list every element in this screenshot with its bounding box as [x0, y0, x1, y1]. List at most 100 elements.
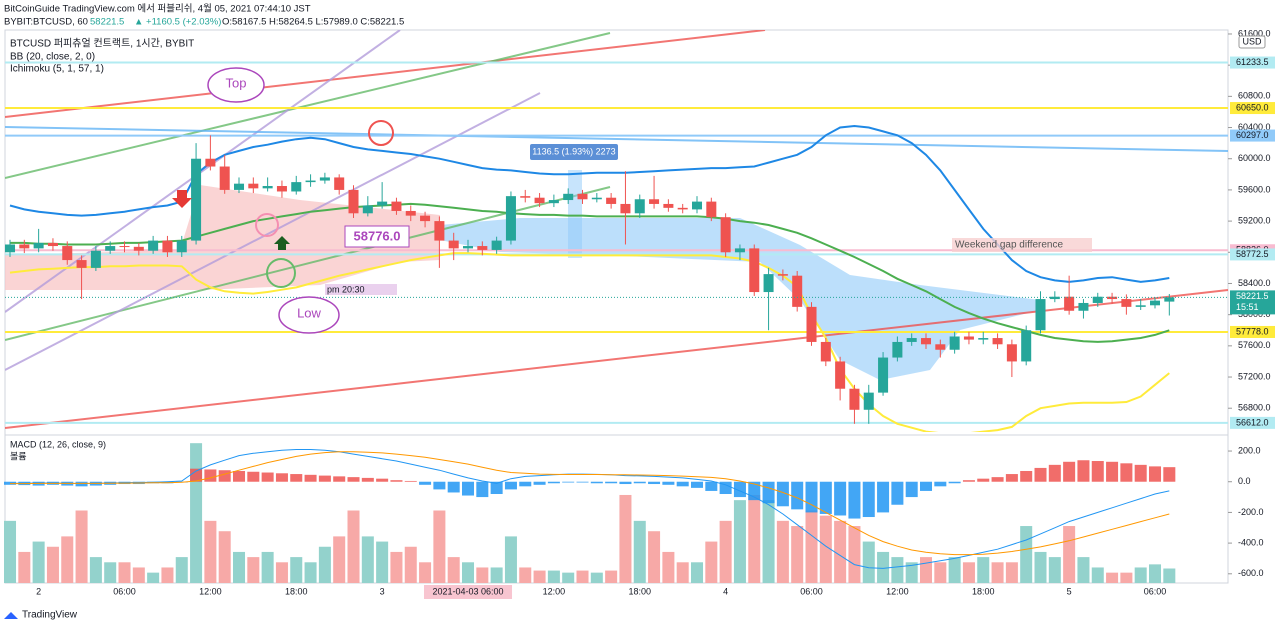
volume-bar [1163, 568, 1176, 583]
candle-body [62, 246, 73, 261]
volume-bar [948, 557, 961, 583]
volume-bar [104, 562, 117, 583]
header-line: BitCoinGuide TradingView.com 에서 퍼블리쉬, 4월… [4, 3, 311, 15]
x-tick-label: 18:00 [628, 586, 651, 596]
macd-histogram [605, 481, 618, 484]
volume-bar [1077, 557, 1090, 583]
candle-body [734, 248, 745, 253]
macd-histogram [261, 472, 274, 482]
volume-bar [776, 520, 789, 583]
macd-histogram [1048, 464, 1061, 482]
volume-bar [877, 551, 890, 583]
volume-bar [862, 541, 875, 583]
macd-histogram [877, 481, 890, 513]
y-tick-label: 60800.0 [1238, 91, 1271, 101]
volume-bar [18, 551, 31, 583]
macd-histogram [490, 481, 503, 495]
macd-histogram [218, 470, 231, 482]
candle-body [305, 180, 316, 183]
candle-body [1078, 302, 1089, 311]
candle-body [806, 306, 817, 342]
trend-line [5, 32, 611, 179]
candle-body [620, 203, 631, 214]
last-price-label: 58221.5 [1236, 291, 1269, 301]
candle-body [820, 341, 831, 362]
candle-body [1149, 300, 1161, 306]
time-note-box [325, 284, 397, 295]
macd-histogram [1077, 460, 1090, 482]
volume-title: 볼륨 [10, 451, 27, 461]
volume-bar [1106, 572, 1119, 583]
volume-bar [748, 494, 761, 583]
candle-body [1121, 299, 1132, 307]
candle-body [1107, 296, 1118, 300]
volume-bar [834, 520, 847, 583]
trend-line [5, 92, 541, 371]
candle-body [992, 338, 1003, 345]
candle-body [1035, 299, 1046, 331]
volume-bar [204, 520, 217, 583]
header-last: 58221.5 [90, 17, 124, 28]
macd-histogram [376, 478, 389, 482]
macd-histogram [433, 481, 446, 490]
volume-bar [1134, 567, 1147, 583]
volume-bar [962, 562, 975, 583]
candle-body [5, 244, 16, 253]
volume-bar [318, 546, 331, 583]
price-line-label: 56612.0 [1236, 417, 1269, 427]
price-note-box [344, 225, 410, 248]
macd-histogram [991, 477, 1004, 482]
y-tick-label: 0.0 [1238, 476, 1251, 486]
macd-histogram [290, 474, 303, 482]
candle-body [291, 182, 302, 192]
candle-body [391, 201, 402, 211]
countdown: 15:51 [1236, 302, 1259, 312]
volume-bar [61, 536, 74, 583]
currency-box [1238, 35, 1266, 49]
x-tick-label: 12:00 [199, 586, 222, 596]
macd-histogram [862, 481, 875, 518]
callout-text: Top [226, 75, 247, 90]
callout [278, 296, 340, 334]
volume-bar [46, 546, 59, 583]
candle-body [90, 250, 101, 268]
y-tick-label: -600.0 [1238, 568, 1264, 578]
volume-bar [32, 541, 45, 583]
macd-histogram [948, 481, 961, 484]
candle-body [849, 388, 860, 410]
candle-body [1064, 296, 1075, 311]
volume-bar [376, 541, 389, 583]
candle-body [276, 186, 287, 192]
candle-body [892, 341, 903, 358]
volume-bar [733, 500, 746, 583]
macd-histogram [690, 481, 704, 488]
volume-bar [676, 562, 689, 583]
macd-histogram [1148, 466, 1162, 482]
volume-bar [347, 510, 360, 583]
emoji-icon [368, 120, 394, 146]
candle-body [233, 183, 245, 190]
measure-range [568, 170, 582, 258]
y-tick-label: 60000.0 [1238, 153, 1271, 163]
header-change: ▲ +1160.5 (+2.03%) [134, 17, 221, 28]
candle-body [348, 189, 359, 214]
macd-histogram [275, 473, 288, 482]
gap-text: Weekend gap difference [955, 240, 1063, 251]
candle-body [377, 201, 388, 206]
volume-bar [662, 551, 675, 583]
volume-bar [791, 526, 804, 583]
macd-histogram [547, 481, 560, 484]
macd-histogram [1163, 467, 1176, 482]
volume-bar [1034, 551, 1047, 583]
y-tick-label: 56800.0 [1238, 403, 1271, 413]
macd-histogram [562, 481, 575, 483]
candle-body [763, 274, 774, 293]
callout-text: Low [297, 305, 321, 320]
y-tick-label: 59600.0 [1238, 184, 1271, 194]
candle-body [978, 338, 989, 340]
x-tick-label: 18:00 [285, 586, 308, 596]
macd-histogram [533, 481, 546, 485]
price-series [5, 61, 1228, 432]
candle-body [491, 240, 502, 250]
